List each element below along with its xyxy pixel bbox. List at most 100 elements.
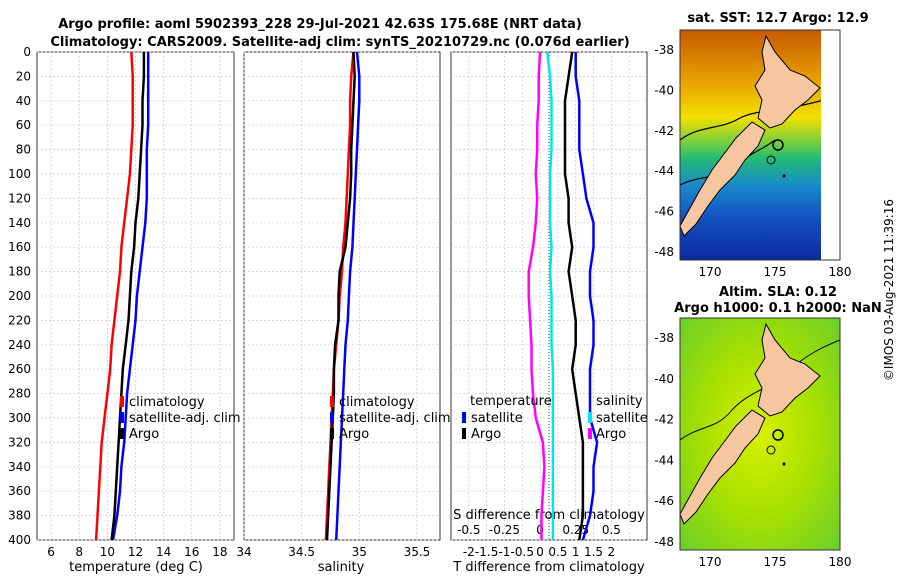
- legend-swatch-temp-argo: [462, 428, 466, 439]
- difference-xlabel: T difference from climatology: [452, 560, 645, 575]
- temperature-panel: 0 20 40 60 80 100 120 140 160 180 200 220 240 260 280 3…: [8, 45, 241, 575]
- legend-title-temperature: temperature: [470, 394, 552, 409]
- lon-tick-label: 175: [764, 555, 787, 569]
- legend-label-temp-satellite: satellite: [471, 411, 523, 426]
- sst-field: [680, 30, 840, 260]
- depth-tick-label: 100: [8, 167, 31, 181]
- sla-eddy-contour: [766, 445, 776, 455]
- figure-title-line2: Climatology: CARS2009. Satellite-adj cli…: [50, 35, 629, 50]
- legend-label-climatology: climatology: [339, 395, 415, 410]
- x-tick-label: 35.5: [404, 545, 431, 559]
- x-tick-label: -1.5: [475, 545, 498, 559]
- depth-tick-label: 320: [8, 435, 31, 449]
- sla-eddy-dot: [782, 462, 786, 466]
- difference-legend-left: temperature satellite Argo: [462, 394, 552, 442]
- depth-tick-label: 140: [8, 216, 31, 230]
- depth-tick-label: 360: [8, 484, 31, 498]
- legend-swatch-climatology: [120, 396, 124, 407]
- depth-tick-label: 180: [8, 265, 31, 279]
- x-tick-label: 8: [75, 545, 83, 559]
- x-tick-label: 35: [352, 545, 367, 559]
- sst-front-contour: [680, 94, 840, 141]
- legend-label-sal-satellite: satellite: [596, 411, 648, 426]
- difference-lines: [527, 51, 599, 541]
- difference-panel: -2 -1.5 -1 -0.5 0 0.5 1 1.5 2 -0.5 -0.25 0 0.25 0.5 …: [450, 51, 648, 575]
- legend-swatch-climatology: [330, 396, 334, 407]
- depth-tick-label: 220: [8, 313, 31, 327]
- x-tick-label: -1: [498, 545, 510, 559]
- sal-argo-line: [325, 51, 356, 541]
- temp-argo-line: [110, 52, 146, 541]
- x-tick-label: 2: [608, 545, 616, 559]
- salinity-lines: [324, 51, 361, 541]
- temp-diff-argo-line: [563, 51, 585, 541]
- difference-x-axis: -2 -1.5 -1 -0.5 0 0.5 1 1.5 2: [463, 545, 615, 559]
- x-tick-label: 1: [572, 545, 580, 559]
- lat-tick-label: -42: [654, 124, 674, 138]
- x-tick-label: -2: [463, 545, 475, 559]
- temperature-x-axis: 6 8 10 12 14 16 18: [47, 545, 227, 559]
- depth-tick-label: 280: [8, 387, 31, 401]
- sla-map-axes: -38 -40 -42 -44 -46 -48 170 175 180: [654, 331, 851, 569]
- x-tick-label: 14: [156, 545, 171, 559]
- x-tick-label: 6: [47, 545, 55, 559]
- legend-label-temp-argo: Argo: [471, 427, 501, 442]
- lat-tick-label: -40: [654, 372, 674, 386]
- lon-tick-label: 180: [829, 265, 852, 279]
- depth-tick-label: 120: [8, 191, 31, 205]
- legend-label-satellite: satellite-adj. clim: [129, 411, 241, 426]
- imos-watermark: ©IMOS 03-Aug-2021 11:39:16: [882, 199, 896, 381]
- lat-tick-label: -46: [654, 494, 674, 508]
- salinity-xlabel: salinity: [318, 560, 365, 575]
- legend-swatch-satellite: [120, 412, 124, 423]
- lat-tick-label: -40: [654, 83, 674, 97]
- depth-tick-label: 300: [8, 411, 31, 425]
- temperature-xlabel: temperature (deg C): [69, 560, 203, 575]
- temp-diff-satellite-line: [574, 52, 599, 541]
- legend-label-sal-argo: Argo: [596, 427, 626, 442]
- depth-tick-label: 60: [16, 118, 31, 132]
- salinity-panel: 34 34.5 35 35.5 salinity climatology satell…: [236, 51, 451, 575]
- temperature-legend: climatology satellite-adj. clim Argo: [120, 395, 241, 442]
- sst-map-axes: -38 -40 -42 -44 -46 -48 170 175 180: [654, 43, 851, 279]
- sst-eddy-dot: [782, 174, 786, 178]
- depth-tick-label: 160: [8, 240, 31, 254]
- x-tick-label: -0.5: [457, 523, 480, 537]
- x-tick-label: 0.5: [602, 523, 621, 537]
- x-tick-label: 34.5: [288, 545, 315, 559]
- lat-tick-label: -38: [654, 43, 674, 57]
- legend-swatch-satellite: [330, 412, 334, 423]
- s-difference-label: S difference from climatology: [453, 508, 645, 523]
- depth-tick-label: 340: [8, 460, 31, 474]
- sal-satellite-line: [334, 51, 361, 541]
- figure-title-line1: Argo profile: aoml 5902393_228 29-Jul-20…: [58, 17, 582, 32]
- sla-map-frame: [679, 317, 841, 551]
- sal-diff-satellite-line: [545, 51, 555, 540]
- depth-tick-label: 400: [8, 533, 31, 547]
- temp-satellite-line: [111, 52, 150, 541]
- land-north-island: [754, 322, 821, 417]
- lat-tick-label: -48: [654, 535, 674, 549]
- depth-tick-label: 40: [16, 94, 31, 108]
- salinity-x-axis: 34 34.5 35 35.5: [236, 545, 430, 559]
- lon-tick-label: 170: [699, 555, 722, 569]
- sst-map-title: sat. SST: 12.7 Argo: 12.9: [687, 11, 868, 26]
- sal-diff-argo-line: [527, 51, 546, 540]
- sst-empty-column: [821, 30, 840, 260]
- x-tick-label: 10: [100, 545, 115, 559]
- argo-location-marker: [772, 429, 784, 441]
- x-tick-label: 16: [184, 545, 199, 559]
- x-tick-label: 0.5: [548, 545, 567, 559]
- legend-swatch-sal-satellite: [588, 412, 592, 423]
- sst-map: sat. SST: 12.7 Argo: 12.9 -38 -40 -42 -44 -4…: [654, 11, 868, 279]
- legend-swatch-sal-argo: [588, 428, 592, 439]
- land-south-island: [680, 121, 766, 237]
- temperature-lines: [94, 51, 150, 541]
- salinity-legend: climatology satellite-adj. clim Argo: [330, 395, 451, 442]
- x-tick-label: -0.5: [511, 545, 534, 559]
- depth-tick-label: 20: [16, 69, 31, 83]
- legend-title-salinity: salinity: [596, 394, 643, 409]
- land-south-island: [680, 409, 766, 525]
- legend-label-satellite: satellite-adj. clim: [339, 411, 451, 426]
